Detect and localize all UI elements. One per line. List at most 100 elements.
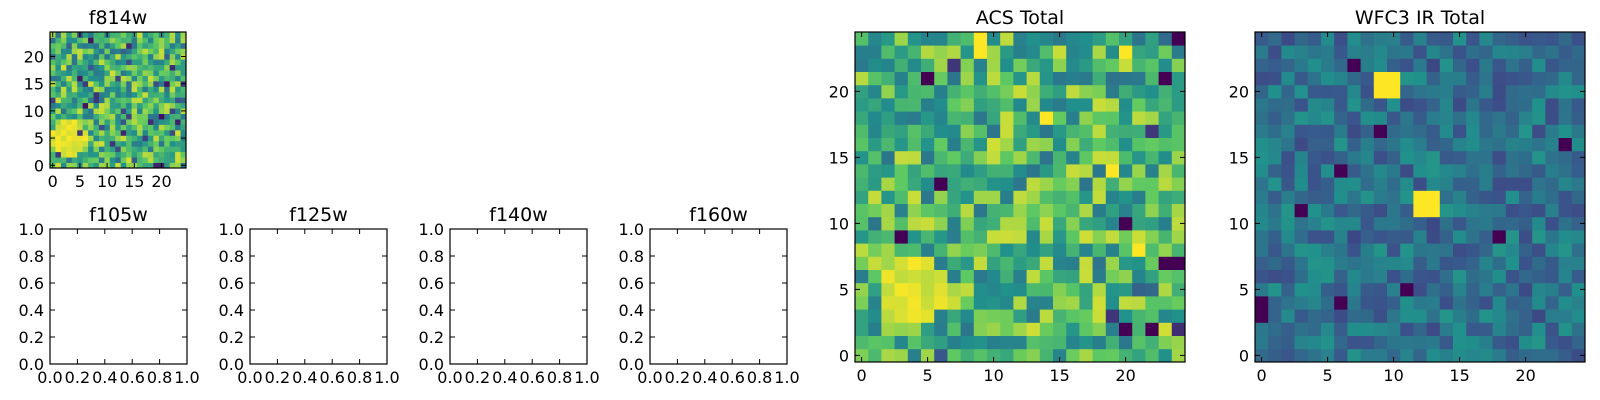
heatmap-cell <box>1039 58 1054 72</box>
heatmap-cell <box>894 177 909 191</box>
y-tick-label: 20 <box>829 82 849 101</box>
heatmap-cell <box>1294 177 1309 191</box>
heatmap-cell <box>1519 137 1533 152</box>
heatmap-cell <box>158 37 165 44</box>
heatmap-cell <box>1558 58 1573 72</box>
heatmap-cell <box>868 309 882 323</box>
heatmap-cell <box>1439 71 1454 86</box>
heatmap-cell <box>1119 58 1133 72</box>
heatmap-cell <box>147 32 154 38</box>
heatmap-cell <box>1373 230 1388 244</box>
heatmap-cell <box>934 111 948 125</box>
heatmap-cell <box>1013 98 1027 112</box>
heatmap-cell <box>88 75 94 82</box>
heatmap-cell <box>115 64 122 71</box>
heatmap-cell <box>1519 230 1533 244</box>
heatmap-cell <box>50 42 56 49</box>
heatmap-cell <box>1387 335 1401 350</box>
heatmap-cell <box>1466 84 1480 99</box>
heatmap-cell <box>1334 309 1348 323</box>
heatmap-cell <box>164 119 171 125</box>
heatmap-cell <box>126 124 132 131</box>
heatmap-cell <box>1171 269 1186 284</box>
heatmap-cell <box>1400 164 1414 178</box>
heatmap-cell <box>1453 296 1467 310</box>
heatmap-cell <box>907 296 922 310</box>
heatmap-cell <box>142 108 149 114</box>
heatmap-cell <box>881 216 895 231</box>
heatmap-cell <box>907 150 922 165</box>
heatmap-cell <box>1281 256 1295 270</box>
heatmap-cell <box>98 75 105 82</box>
heatmap-cell <box>1307 282 1322 297</box>
heatmap-cell <box>104 146 111 153</box>
x-tick-label: 0.8 <box>147 368 172 387</box>
heatmap-cell <box>1132 309 1146 323</box>
y-tick-label: 0.2 <box>219 328 244 347</box>
heatmap-cell <box>1321 216 1335 231</box>
heatmap-cell <box>164 146 171 153</box>
heatmap-cell <box>868 45 882 59</box>
heatmap-cell <box>1145 137 1159 152</box>
heatmap-cell <box>1171 256 1186 270</box>
heatmap-cell <box>1268 348 1282 363</box>
heatmap-cell <box>88 53 94 60</box>
heatmap-cell <box>907 335 922 350</box>
heatmap-cell <box>934 243 948 257</box>
heatmap-cell <box>55 75 62 82</box>
heatmap-cell <box>1281 111 1295 125</box>
heatmap-cell <box>947 32 961 46</box>
heatmap-cell <box>1119 137 1133 152</box>
heatmap-cell <box>77 86 84 93</box>
heatmap-cell <box>1571 269 1586 284</box>
heatmap-cell <box>1466 335 1480 350</box>
heatmap-cell <box>1294 58 1309 72</box>
heatmap-cell <box>169 32 176 38</box>
heatmap-cell <box>934 335 948 350</box>
heatmap-cell <box>1092 45 1107 59</box>
y-tick-label: 0.8 <box>19 247 44 266</box>
heatmap-cell <box>1132 296 1146 310</box>
heatmap-cell <box>881 269 895 284</box>
heatmap-cell <box>1558 32 1573 46</box>
heatmap-cell <box>960 309 975 323</box>
heatmap-cell <box>1000 230 1014 244</box>
heatmap-cell <box>1294 111 1309 125</box>
heatmap-cell <box>894 203 909 218</box>
heatmap-cell <box>960 335 975 350</box>
heatmap-cell <box>1307 111 1322 125</box>
heatmap-cell <box>1105 164 1120 178</box>
heatmap-cell <box>987 164 1001 178</box>
heatmap-cell <box>82 113 89 120</box>
heatmap-cell <box>987 309 1001 323</box>
heatmap-cell <box>1492 216 1507 231</box>
heatmap-cell <box>1145 71 1159 86</box>
heatmap-cell <box>164 113 171 120</box>
heatmap-cell <box>1171 124 1186 138</box>
heatmap-cell <box>1281 84 1295 99</box>
heatmap-cell <box>1571 309 1586 323</box>
axes-frame <box>649 228 788 365</box>
heatmap-cell <box>158 59 165 66</box>
heatmap-cell <box>153 37 160 44</box>
heatmap-cell <box>1105 203 1120 218</box>
heatmap-cell <box>50 97 56 104</box>
heatmap-cell <box>1079 71 1093 86</box>
heatmap-cell <box>1321 309 1335 323</box>
heatmap-cell <box>1479 296 1493 310</box>
heatmap-cell <box>93 42 100 49</box>
heatmap-cell <box>868 177 882 191</box>
heatmap-cell <box>1039 230 1054 244</box>
heatmap-cell <box>1439 216 1454 231</box>
heatmap-cell <box>1079 137 1093 152</box>
heatmap-cell <box>947 216 961 231</box>
heatmap-cell <box>921 256 935 270</box>
heatmap-cell <box>1079 269 1093 284</box>
heatmap-cell <box>1171 243 1186 257</box>
heatmap-cell <box>88 108 94 114</box>
heatmap-cell <box>881 282 895 297</box>
heatmap-cell <box>1479 71 1493 86</box>
heatmap-cell <box>1532 203 1546 218</box>
heatmap-cell <box>153 42 160 49</box>
heatmap-cell <box>1294 137 1309 152</box>
